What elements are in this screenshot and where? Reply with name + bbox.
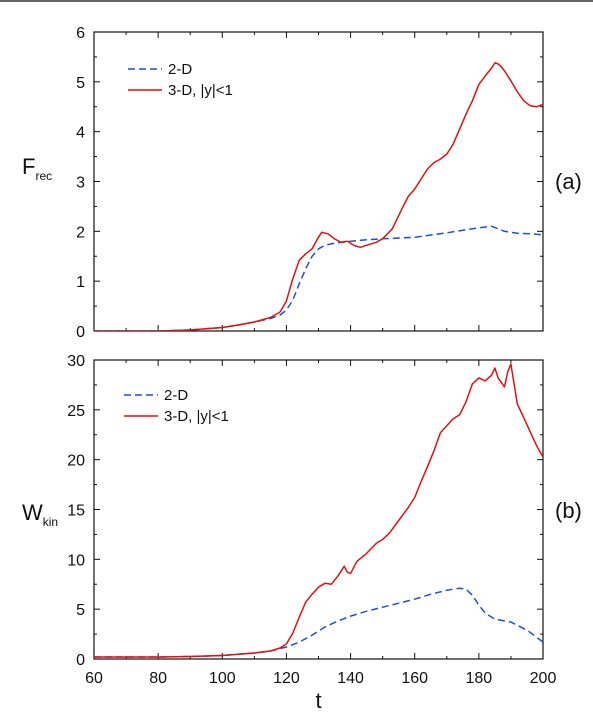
top-rule [0,0,593,2]
x-tick-label: 80 [149,670,167,687]
y-tick-label: 3 [76,175,85,192]
panel-b: 60 80 100 120 140 160 180 200 0 5 10 15 20 25 30 Wkin (b… [22,353,582,713]
y-tick-label: 20 [67,453,85,470]
panel-label: (b) [555,498,582,523]
y-axis-label: Wkin [22,500,58,529]
x-tick-label: 100 [209,670,236,687]
plot-frame [93,359,544,660]
x-tick-label: 140 [337,670,364,687]
y-tick-label: 2 [76,224,85,241]
x-tick-label: 180 [466,670,493,687]
legend-label: 2-D [168,61,192,78]
y-tick-label: 15 [67,503,85,520]
series-line-2d [94,225,543,331]
series-line-2d [94,587,543,658]
x-tick-label: 200 [530,670,557,687]
series-line-3d [94,363,543,658]
legend-label: 3-D, |y|<1 [164,408,229,425]
y-tick-label: 6 [76,25,85,42]
legend-label: 2-D [164,387,188,404]
y-tick-label: 25 [67,403,85,420]
panel-a: 0 1 2 3 4 5 6 Frec (a) 2-D 3-D, |y|<1 [22,25,582,341]
y-axis-label: Frec [22,154,52,183]
y-tick-label: 5 [76,75,85,92]
x-axis-label: t [315,688,321,713]
y-tick-label: 30 [67,353,85,370]
y-tick-label: 5 [76,602,85,619]
legend-label: 3-D, |y|<1 [168,82,233,99]
x-tick-label: 120 [273,670,300,687]
y-tick-label: 10 [67,552,85,569]
x-tick-label: 160 [401,670,428,687]
y-tick-label: 4 [76,125,85,142]
y-tick-label: 0 [76,324,85,341]
y-tick-label: 1 [76,274,85,291]
series-line-3d [94,62,543,331]
plot-frame [93,31,544,332]
x-tick-label: 60 [85,670,103,687]
y-tick-label: 0 [76,652,85,669]
panel-label: (a) [555,169,582,194]
